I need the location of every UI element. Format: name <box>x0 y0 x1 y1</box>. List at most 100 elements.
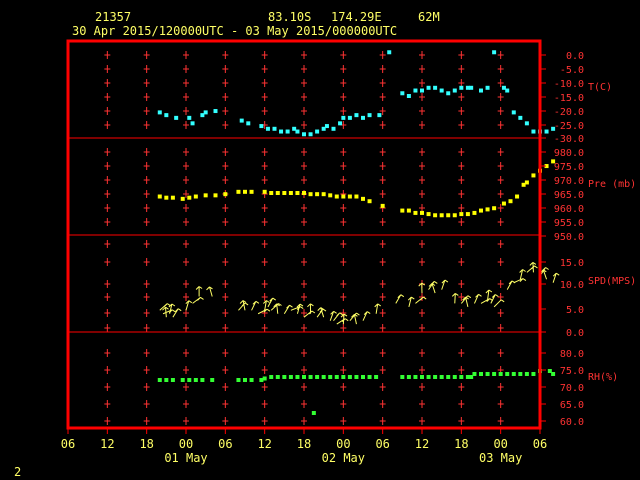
grid-cross <box>301 148 307 156</box>
grid-cross <box>340 162 347 170</box>
grid-cross <box>104 240 111 248</box>
time-period: 30 Apr 2015/120000UTC - 03 May 2015/0000… <box>72 24 397 38</box>
grid-cross <box>222 121 229 129</box>
rh-point <box>308 375 313 379</box>
grid-cross <box>458 366 465 374</box>
rh-point <box>347 375 352 379</box>
grid-cross <box>458 349 465 357</box>
grid-cross <box>458 121 465 129</box>
wind-arrow <box>267 297 276 308</box>
pressure-point <box>164 195 169 200</box>
wind-arrow <box>283 304 293 315</box>
grid-cross <box>183 204 189 212</box>
temp-point <box>200 113 205 118</box>
y-tick-label: -5.0 <box>560 65 584 76</box>
grid-cross <box>183 107 189 115</box>
grid-cross <box>419 148 425 156</box>
grid-cross <box>183 240 189 248</box>
temp-point <box>213 109 218 114</box>
rh-point <box>334 375 339 379</box>
grid-cross <box>497 240 504 248</box>
pressure-point <box>406 208 411 213</box>
rh-point <box>439 375 444 379</box>
grid-cross <box>222 400 229 408</box>
grid-cross <box>379 280 386 288</box>
temp-point <box>387 50 392 55</box>
wind-arrow <box>239 300 247 311</box>
grid-cross <box>261 148 268 156</box>
pressure-point <box>328 193 333 198</box>
x-tick-label: 18 <box>297 437 311 451</box>
grid-cross <box>143 148 150 156</box>
grid-cross <box>497 280 504 288</box>
grid-cross <box>497 65 504 73</box>
pressure-point <box>157 194 162 199</box>
rh-point <box>282 375 287 379</box>
grid-cross <box>379 51 386 59</box>
pressure-point <box>433 213 438 218</box>
grid-cross <box>104 121 111 129</box>
pressure-point <box>521 182 526 187</box>
grid-cross <box>379 349 386 357</box>
grid-cross <box>379 107 386 115</box>
wind-arrow <box>351 313 358 325</box>
grid-cross <box>340 309 347 317</box>
temp-point <box>354 113 359 118</box>
pressure-point <box>275 191 280 195</box>
wind-arrow <box>418 282 425 294</box>
pressure-point <box>413 210 418 215</box>
x-tick-label: 12 <box>100 437 114 451</box>
grid-cross <box>261 383 268 391</box>
grid-cross <box>222 417 229 425</box>
grid-cross <box>104 65 111 73</box>
temp-point <box>413 88 418 93</box>
grid-cross <box>419 162 425 170</box>
rh-point <box>302 375 306 379</box>
y-tick-label: 0.0 <box>566 51 584 62</box>
rh-point <box>469 375 474 379</box>
grid-cross <box>340 51 347 59</box>
grid-cross <box>497 148 504 156</box>
rh-point <box>547 369 552 373</box>
pressure-point <box>308 192 313 197</box>
rh-point <box>511 372 516 376</box>
y-tick-label: -10.0 <box>554 79 584 90</box>
grid-cross <box>143 65 150 73</box>
grid-cross <box>183 93 189 101</box>
rh-point <box>505 372 510 376</box>
rh-point <box>180 378 185 382</box>
grid-cross <box>301 400 307 408</box>
grid-cross <box>143 107 150 115</box>
pressure-point <box>508 199 513 204</box>
rh-point <box>524 372 529 376</box>
grid-cross <box>143 176 150 184</box>
rh-point <box>498 372 503 376</box>
grid-cross <box>458 162 465 170</box>
grid-cross <box>222 65 229 73</box>
temp-point <box>479 88 483 93</box>
pressure-point <box>269 191 274 195</box>
grid-cross <box>497 324 504 332</box>
wind-arrow <box>428 283 436 294</box>
rh-point <box>426 375 431 379</box>
grid-cross <box>419 204 425 212</box>
rh-point <box>311 411 316 415</box>
y-tick-label: 80.0 <box>560 349 584 360</box>
grid-cross <box>183 258 189 266</box>
grid-cross <box>143 121 150 129</box>
pressure-point <box>236 189 241 194</box>
grid-cross <box>379 176 386 184</box>
grid-cross <box>497 383 504 391</box>
grid-cross <box>104 258 111 266</box>
wind-arrow <box>162 309 176 315</box>
grid-cross <box>458 309 465 317</box>
pressure-point <box>223 192 228 197</box>
grid-cross <box>379 240 386 248</box>
grid-cross <box>261 400 268 408</box>
grid-cross <box>458 280 465 288</box>
temp-point <box>377 113 382 118</box>
grid-cross <box>183 51 189 59</box>
grid-cross <box>222 293 229 301</box>
y-tick-label: -30.0 <box>554 134 584 145</box>
grid-cross <box>458 218 465 226</box>
